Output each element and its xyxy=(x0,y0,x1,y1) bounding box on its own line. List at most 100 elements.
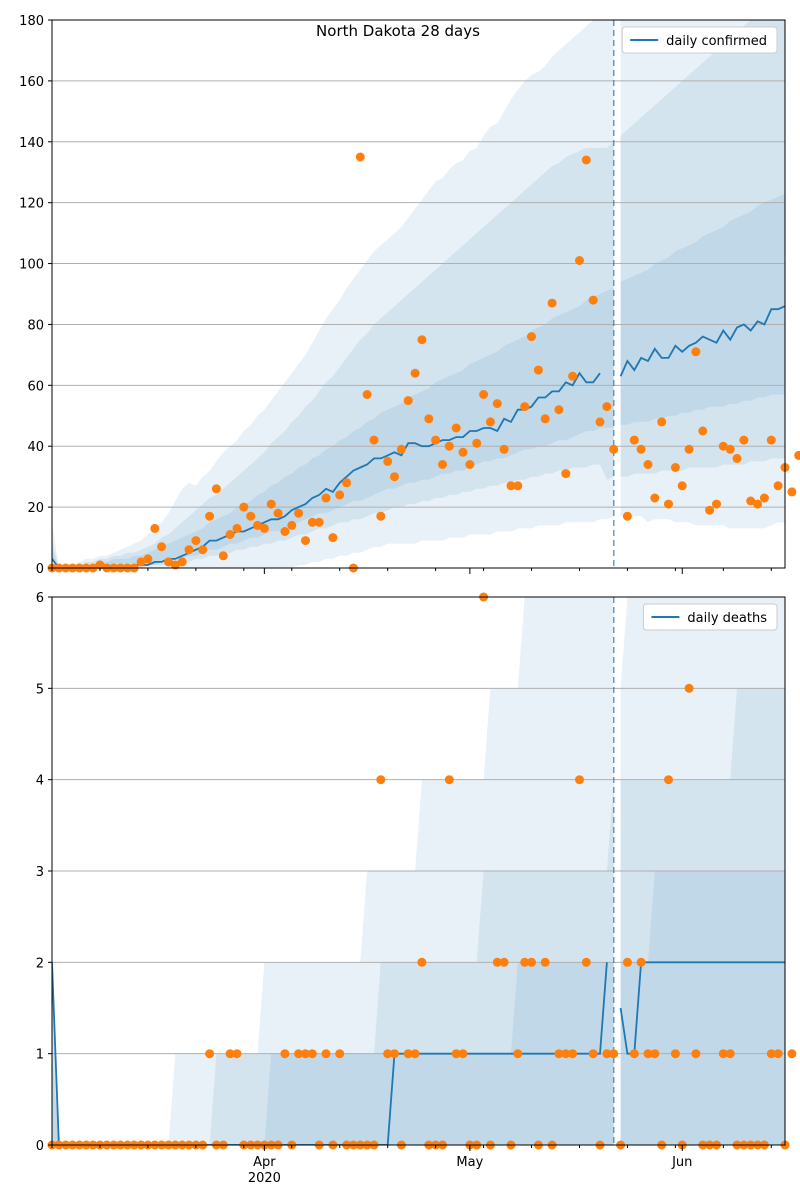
deaths-observed-point xyxy=(232,1049,242,1059)
confirmed-observed-point xyxy=(95,560,105,570)
confirmed-observed-point xyxy=(712,499,721,509)
confirmed-observed-point xyxy=(718,441,728,451)
deaths-legend-box xyxy=(642,603,778,631)
confirmed-observed-point xyxy=(657,417,667,427)
deaths-observed-point xyxy=(321,1049,331,1059)
confirmed-observed-point xyxy=(499,444,509,454)
deaths-observed-point xyxy=(622,957,632,967)
confirmed-observed-point xyxy=(698,426,708,436)
confirmed-observed-point xyxy=(636,444,646,454)
confirmed-observed-point xyxy=(218,551,228,561)
deaths-observed-point xyxy=(554,1049,564,1059)
confirmed-observed-point xyxy=(575,256,584,265)
confirmed-bands xyxy=(52,20,785,568)
deaths-observed-point xyxy=(787,1049,797,1059)
confirmed-x-axis xyxy=(51,568,772,574)
deaths-observed-point xyxy=(773,1049,783,1059)
confirmed-observed-point xyxy=(609,444,619,454)
confirmed-observed-point xyxy=(164,557,173,567)
confirmed-observed-point xyxy=(479,390,489,399)
confirmed-observed-point xyxy=(759,493,769,503)
confirmed-observed-point xyxy=(746,496,756,506)
deaths-observed-point xyxy=(581,957,591,967)
confirmed-observed-point xyxy=(533,365,543,375)
deaths-observed-point xyxy=(294,1049,304,1059)
confirmed-band-middle-forecast xyxy=(620,20,785,477)
confirmed-observed-point xyxy=(458,447,468,457)
confirmed-axes-frame xyxy=(51,19,786,569)
confirmed-observed-point xyxy=(451,423,461,433)
deaths-observed-point xyxy=(451,1049,461,1059)
deaths-observed-point xyxy=(684,683,694,693)
confirmed-observed-point xyxy=(595,417,605,427)
confirmed-observed-point xyxy=(232,523,242,533)
deaths-observed-point xyxy=(527,957,536,967)
deaths-observed-point xyxy=(691,1049,701,1059)
confirmed-observed-point xyxy=(403,396,413,406)
confirmed-observed-point xyxy=(184,545,194,555)
deaths-y-tick-label: 6 xyxy=(36,591,44,606)
confirmed-observed-point xyxy=(581,155,591,165)
confirmed-observed-point xyxy=(280,527,290,536)
confirmed-observed-point xyxy=(773,481,783,491)
confirmed-observed-point xyxy=(205,511,215,521)
confirmed-observed-point xyxy=(588,295,598,305)
confirmed-observed-point xyxy=(301,536,310,546)
deaths-band-outer-fit xyxy=(52,597,614,1145)
confirmed-observed-point xyxy=(390,472,399,482)
confirmed-observed-point xyxy=(527,332,536,342)
confirmed-observed-point xyxy=(547,298,557,308)
confirmed-y-axis: 0 20 40 60 80 100 120 140 160 180 xyxy=(19,14,52,577)
confirmed-observed-point xyxy=(273,508,283,518)
deaths-x-tick-label: Jun xyxy=(671,1155,692,1170)
deaths-legend: daily deaths xyxy=(642,603,778,631)
deaths-observed-point xyxy=(458,1049,468,1059)
confirmed-observed-point xyxy=(540,414,550,424)
confirmed-observed-point xyxy=(444,441,454,451)
confirmed-observed-point xyxy=(191,536,201,546)
deaths-x-tick-sublabel: 2020 xyxy=(248,1171,281,1186)
confirmed-observed-point xyxy=(294,508,304,518)
confirmed-y-tick-label: 140 xyxy=(19,136,44,151)
confirmed-observed-point xyxy=(396,444,406,454)
deaths-observed-point xyxy=(410,1049,420,1059)
deaths-observed-point xyxy=(629,1049,639,1059)
deaths-observed-point xyxy=(664,775,673,785)
deaths-x-tick-label: May xyxy=(456,1155,483,1170)
confirmed-y-tick-label: 180 xyxy=(19,14,44,29)
confirmed-observed-point xyxy=(143,554,153,564)
deaths-observed-point xyxy=(492,957,502,967)
confirmed-y-tick-label: 100 xyxy=(19,258,44,273)
confirmed-observed-point xyxy=(287,520,297,530)
deaths-observed-point xyxy=(225,1049,235,1059)
deaths-y-tick-label: 0 xyxy=(36,1139,44,1154)
confirmed-observed-point xyxy=(424,414,434,424)
deaths-y-tick-label: 5 xyxy=(36,682,44,697)
confirmed-observed-point xyxy=(369,435,379,445)
confirmed-observed-point xyxy=(157,542,167,552)
deaths-observed-point xyxy=(609,1049,619,1059)
confirmed-observed-point xyxy=(684,444,694,454)
deaths-observed-point xyxy=(588,1049,598,1059)
confirmed-observed-point xyxy=(225,530,235,539)
confirmed-observed-point xyxy=(314,517,324,527)
confirmed-band-inner-fit xyxy=(52,287,614,568)
deaths-observed-point xyxy=(718,1049,728,1059)
confirmed-points xyxy=(47,152,800,573)
deaths-y-tick-label: 4 xyxy=(36,774,44,789)
deaths-observed-point xyxy=(280,1049,290,1059)
confirmed-observed-point xyxy=(239,502,249,512)
confirmed-observed-point xyxy=(622,511,632,521)
deaths-y-axis: 0 1 2 3 4 5 6 xyxy=(36,591,52,1154)
confirmed-observed-point xyxy=(753,499,763,509)
confirmed-observed-point xyxy=(198,545,208,555)
deaths-observed-point xyxy=(650,1049,660,1059)
deaths-observed-point xyxy=(725,1049,735,1059)
confirmed-observed-point xyxy=(664,499,673,509)
confirmed-observed-point xyxy=(485,417,495,427)
deaths-band-middle-forecast xyxy=(620,688,785,1145)
deaths-observed-point xyxy=(205,1049,215,1059)
confirmed-observed-point xyxy=(211,484,221,494)
